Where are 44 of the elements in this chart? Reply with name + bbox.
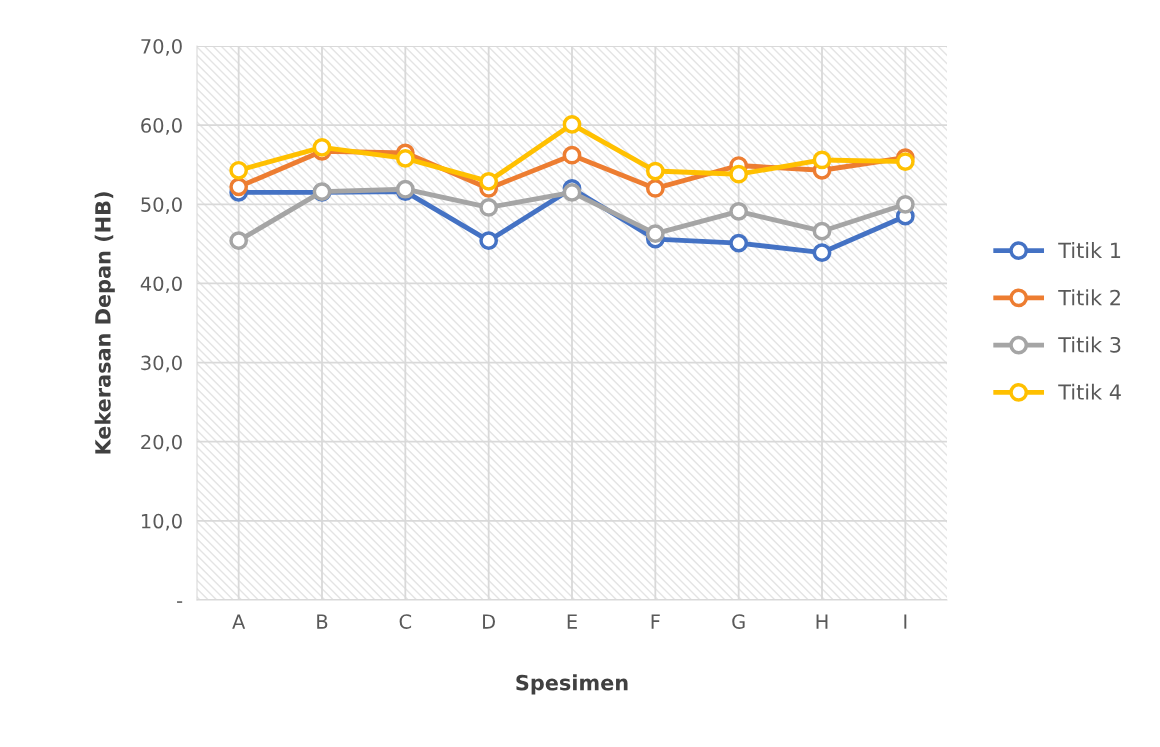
y-tick-label: 40,0: [140, 276, 182, 294]
point: [645, 179, 665, 198]
point: [479, 231, 499, 251]
x-tick-label: H: [816, 614, 828, 629]
x-tick-label: D: [483, 614, 495, 629]
x-tick-label: I: [904, 614, 907, 629]
point: [395, 149, 415, 168]
y-tick-label: 10,0: [141, 513, 182, 531]
y-tick-label: 60,0: [141, 118, 182, 135]
point: [812, 221, 832, 241]
x-tick-label: E: [567, 614, 577, 629]
x-tick-label: F: [651, 614, 660, 629]
y-tick-label: -: [177, 601, 183, 603]
point: [895, 152, 915, 171]
point: [729, 202, 749, 221]
point: [645, 161, 665, 181]
point: [479, 198, 499, 217]
x-tick-label: G: [732, 614, 745, 629]
point: [229, 160, 249, 180]
legend-label: Titik 1: [1058, 242, 1121, 258]
x-axis-title: Spesimen: [516, 674, 628, 695]
point: [229, 231, 249, 251]
y-tick-label: 50,0: [141, 197, 182, 214]
point: [729, 233, 749, 253]
x-tick-label: B: [317, 614, 328, 629]
y-tick-label: 70,0: [141, 38, 182, 56]
x-tick-label: A: [232, 614, 246, 629]
y-axis-title: Kekerasan Depan (HB): [94, 192, 115, 454]
y-tick-label: 20,0: [141, 434, 182, 452]
point: [812, 243, 832, 262]
point: [562, 145, 582, 165]
x-tick-label: C: [399, 614, 412, 629]
legend-label: Titik 4: [1058, 383, 1121, 400]
point: [895, 194, 915, 214]
point: [645, 224, 665, 243]
point: [729, 164, 749, 184]
point: [562, 114, 582, 134]
y-tick-label: 30,0: [141, 355, 182, 373]
point: [479, 171, 499, 191]
point: [562, 183, 582, 202]
point: [229, 177, 249, 197]
legend-label: Titik 3: [1058, 336, 1121, 353]
point: [812, 150, 832, 170]
legend-label: Titik 2: [1058, 289, 1120, 306]
